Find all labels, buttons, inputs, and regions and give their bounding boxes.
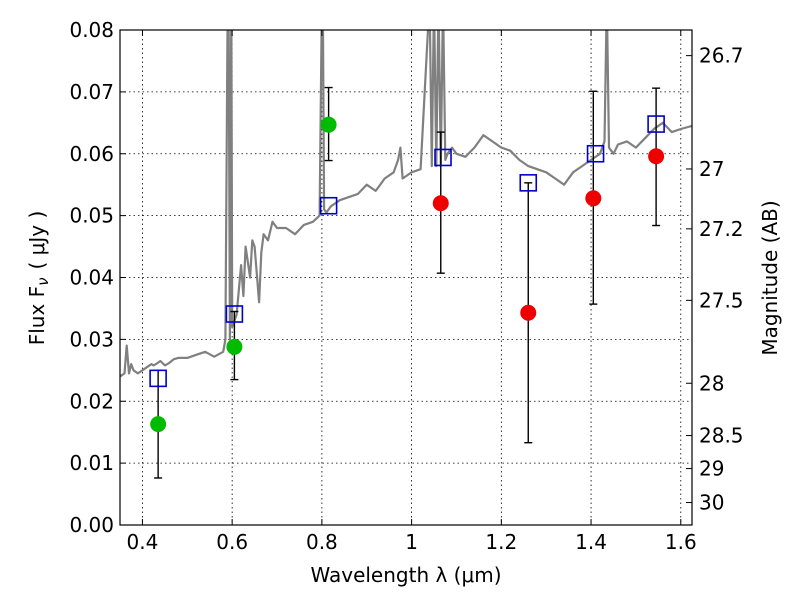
x-tick-label: 1.4 xyxy=(575,530,607,554)
y2-tick-label: 30 xyxy=(699,491,724,515)
observed-point xyxy=(648,148,665,165)
y-tick-label: 0.04 xyxy=(69,266,114,290)
y-axis-title-sub: ν xyxy=(34,277,52,285)
observed-point xyxy=(226,338,243,355)
observed-point xyxy=(520,304,537,321)
model-point xyxy=(519,174,538,192)
y-tick-label: 0.00 xyxy=(69,513,114,537)
model-point xyxy=(225,305,244,323)
ticks xyxy=(120,29,692,526)
y-tick-label: 0.07 xyxy=(69,80,114,104)
y2-tick-label: 27.5 xyxy=(699,288,744,312)
observed-point xyxy=(432,195,449,212)
plot-area xyxy=(120,30,692,479)
x-tick-label: 1.6 xyxy=(665,530,697,554)
model-point xyxy=(149,369,167,388)
y2-tick-label: 27 xyxy=(699,157,724,181)
y2-tick-label: 29 xyxy=(699,457,724,481)
y-axis-title-unit: ( μJy ) xyxy=(25,211,49,270)
observed-point xyxy=(150,416,167,433)
x-tick-label: 0.8 xyxy=(306,530,338,554)
x-axis-title: Wavelength λ (μm) xyxy=(310,563,501,587)
y2-axis-title: Magnitude (AB) xyxy=(758,200,782,355)
y-tick-label: 0.02 xyxy=(69,389,114,413)
spectrum-line xyxy=(120,30,692,378)
y2-tick-label: 28.5 xyxy=(699,424,744,448)
x-tick-label: 1.2 xyxy=(485,530,517,554)
y2-tick-label: 27.2 xyxy=(699,217,744,241)
model-point xyxy=(319,196,338,215)
y2-tick-label: 28 xyxy=(699,371,724,395)
y-axis-title-main: Flux F xyxy=(25,286,49,345)
y-tick-label: 0.01 xyxy=(69,451,114,475)
y-axis-title: Flux Fν ( μJy ) xyxy=(25,211,52,346)
y-tick-label: 0.06 xyxy=(69,142,114,166)
model-point xyxy=(586,144,605,163)
x-tick-label: 0.4 xyxy=(127,530,159,554)
observed-point xyxy=(585,190,602,207)
x-tick-label: 0.6 xyxy=(216,530,248,554)
y-tick-label: 0.08 xyxy=(69,18,114,42)
model-point xyxy=(434,148,452,167)
observed-point xyxy=(320,116,337,133)
tick-labels: 0.4 0.6 0.8 1 1.2 1.4 1.6 0.00 0.01 0.02 0.03 0.04 0… xyxy=(69,18,743,554)
x-tick-label: 1 xyxy=(405,530,418,554)
y-tick-label: 0.05 xyxy=(69,204,114,228)
y-tick-label: 0.03 xyxy=(69,327,114,351)
model-point xyxy=(647,115,665,133)
y2-tick-label: 26.7 xyxy=(699,44,744,68)
